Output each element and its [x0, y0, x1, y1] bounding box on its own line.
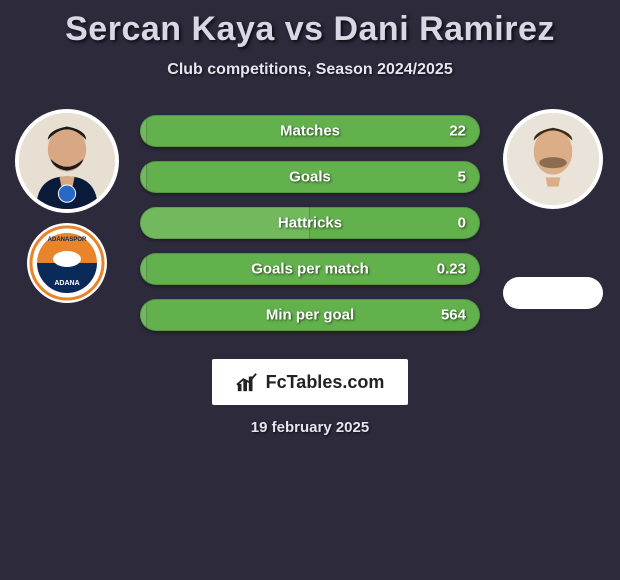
- person-icon: [507, 113, 599, 205]
- stat-fill: [140, 299, 147, 331]
- stat-label: Hattricks: [278, 215, 342, 232]
- club-badge-left: ADANASPOR ADANA: [27, 223, 107, 303]
- person-icon: [19, 113, 115, 209]
- club-flag-right: [503, 277, 603, 309]
- date-label: 19 february 2025: [251, 419, 369, 436]
- footer: FcTables.com 19 february 2025: [0, 359, 620, 436]
- bar-chart-icon: [236, 371, 258, 393]
- stat-value: 5: [458, 169, 466, 186]
- stat-fill: [140, 115, 147, 147]
- svg-text:ADANA: ADANA: [54, 280, 79, 287]
- left-column: ADANASPOR ADANA: [12, 109, 122, 303]
- stat-label: Goals: [289, 169, 331, 186]
- stat-fill: [140, 253, 147, 285]
- stat-value: 22: [449, 123, 466, 140]
- stat-row: Goals 5: [140, 161, 480, 193]
- stat-fill: [140, 161, 147, 193]
- svg-text:ADANASPOR: ADANASPOR: [48, 237, 87, 243]
- stat-row: Min per goal 564: [140, 299, 480, 331]
- right-column: [498, 109, 608, 309]
- stat-value: 0: [458, 215, 466, 232]
- club-crest-icon: ADANASPOR ADANA: [27, 223, 107, 303]
- stat-label: Min per goal: [266, 307, 354, 324]
- stat-value: 564: [441, 307, 466, 324]
- brand-badge: FcTables.com: [212, 359, 409, 405]
- stat-row: Goals per match 0.23: [140, 253, 480, 285]
- comparison-card: Sercan Kaya vs Dani Ramirez Club competi…: [0, 0, 620, 580]
- stat-label: Matches: [280, 123, 340, 140]
- subtitle: Club competitions, Season 2024/2025: [0, 61, 620, 79]
- player-avatar-right: [503, 109, 603, 209]
- stats-list: Matches 22 Goals 5 Hattricks 0 Goals per…: [140, 109, 480, 331]
- stat-value: 0.23: [437, 261, 466, 278]
- stat-row: Hattricks 0: [140, 207, 480, 239]
- main-row: ADANASPOR ADANA Matches 22 Goals 5 Hattr…: [0, 109, 620, 331]
- player-avatar-left: [15, 109, 119, 213]
- stat-row: Matches 22: [140, 115, 480, 147]
- stat-label: Goals per match: [251, 261, 369, 278]
- page-title: Sercan Kaya vs Dani Ramirez: [0, 10, 620, 49]
- brand-label: FcTables.com: [266, 372, 385, 393]
